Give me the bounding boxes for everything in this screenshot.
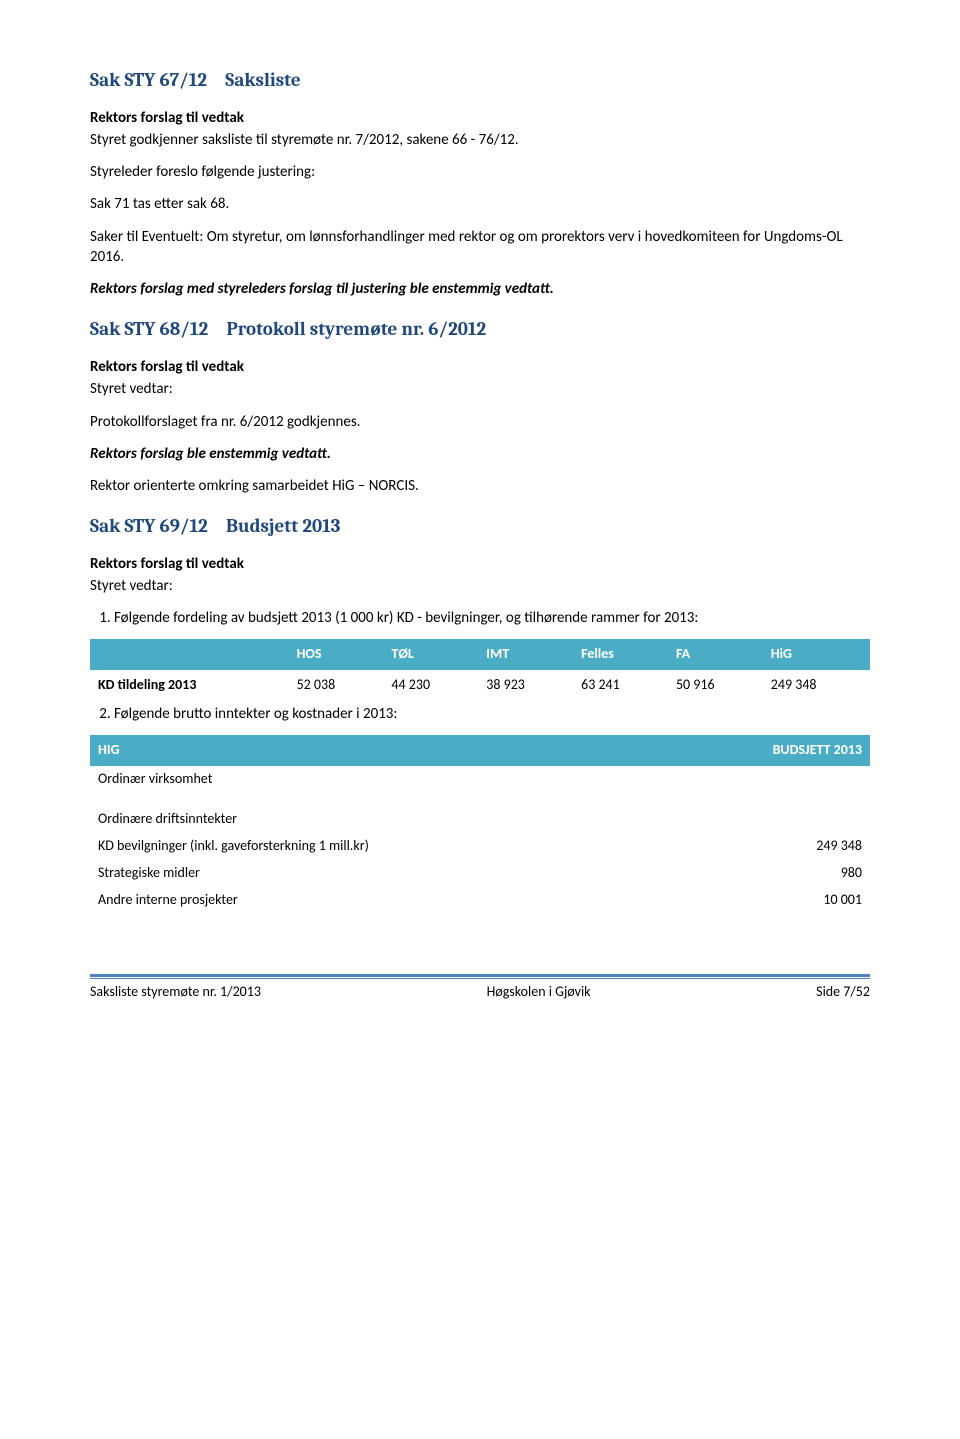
col-header: HIG	[90, 735, 652, 766]
ordered-list: Følgende fordeling av budsjett 2013 (1 0…	[90, 608, 870, 628]
cell	[90, 792, 652, 806]
cell: Andre interne prosjekter	[90, 887, 652, 914]
col-header: Felles	[573, 639, 668, 670]
footer-rule-thick	[90, 974, 870, 977]
page-footer: Saksliste styremøte nr. 1/2013 Høgskolen…	[90, 974, 870, 1002]
cell: 980	[652, 860, 870, 887]
cell: Strategiske midler	[90, 860, 652, 887]
cell: Ordinær virksomhet	[90, 766, 652, 793]
paragraph: Rektors forslag til vedtak	[90, 357, 870, 377]
section-title: Saksliste	[225, 69, 300, 91]
footer-left: Saksliste styremøte nr. 1/2013	[90, 983, 261, 1002]
table-row: Ordinær virksomhet	[90, 766, 870, 793]
cell: 44 230	[383, 670, 478, 701]
col-header: FA	[668, 639, 763, 670]
table-header-row: HOS TØL IMT Felles FA HiG	[90, 639, 870, 670]
section-number: Sak STY 68/12	[90, 318, 208, 340]
table-row-blank	[90, 792, 870, 806]
hig-budget-table: HIG BUDSJETT 2013 Ordinær virksomhet Ord…	[90, 735, 870, 914]
cell	[652, 792, 870, 806]
budget-allocation-table: HOS TØL IMT Felles FA HiG KD tildeling 2…	[90, 639, 870, 701]
row-label: KD tildeling 2013	[90, 670, 289, 701]
cell: KD bevilgninger (inkl. gaveforsterkning …	[90, 833, 652, 860]
footer-text-row: Saksliste styremøte nr. 1/2013 Høgskolen…	[90, 983, 870, 1002]
section-number: Sak STY 69/12	[90, 515, 208, 537]
paragraph: Styret vedtar:	[90, 576, 870, 596]
list-item: Følgende brutto inntekter og kostnader i…	[114, 704, 870, 724]
cell: Ordinære driftsinntekter	[90, 806, 652, 833]
table-row: Strategiske midler 980	[90, 860, 870, 887]
col-header	[90, 639, 289, 670]
paragraph: Rektors forslag til vedtak	[90, 554, 870, 574]
footer-right: Side 7/52	[816, 983, 870, 1002]
cell: 10 001	[652, 887, 870, 914]
col-header: TØL	[383, 639, 478, 670]
cell: 249 348	[763, 670, 870, 701]
cell: 50 916	[668, 670, 763, 701]
table-row: Ordinære driftsinntekter	[90, 806, 870, 833]
paragraph: Styreleder foreslo følgende justering:	[90, 162, 870, 182]
paragraph: Rektor orienterte omkring samarbeidet Hi…	[90, 476, 870, 496]
cell: 249 348	[652, 833, 870, 860]
footer-center: Høgskolen i Gjøvik	[487, 983, 591, 1002]
paragraph: Saker til Eventuelt: Om styretur, om løn…	[90, 227, 870, 268]
list-item: Følgende fordeling av budsjett 2013 (1 0…	[114, 608, 870, 628]
col-header: BUDSJETT 2013	[652, 735, 870, 766]
table-header-row: HIG BUDSJETT 2013	[90, 735, 870, 766]
paragraph: Rektors forslag til vedtak	[90, 108, 870, 128]
table-row: Andre interne prosjekter 10 001	[90, 887, 870, 914]
section-heading-69: Sak STY 69/12 Budsjett 2013	[90, 514, 870, 540]
section-title: Protokoll styremøte nr. 6/2012	[226, 318, 486, 340]
cell: 63 241	[573, 670, 668, 701]
section-number: Sak STY 67/12	[90, 69, 207, 91]
section-title: Budsjett 2013	[226, 515, 340, 537]
table-row: KD tildeling 2013 52 038 44 230 38 923 6…	[90, 670, 870, 701]
section-heading-68: Sak STY 68/12 Protokoll styremøte nr. 6/…	[90, 317, 870, 343]
col-header: IMT	[478, 639, 573, 670]
cell: 38 923	[478, 670, 573, 701]
table-row: KD bevilgninger (inkl. gaveforsterkning …	[90, 833, 870, 860]
paragraph: Rektors forslag ble enstemmig vedtatt.	[90, 444, 870, 464]
paragraph: Styret godkjenner saksliste til styremøt…	[90, 130, 870, 150]
ordered-list: Følgende brutto inntekter og kostnader i…	[90, 704, 870, 724]
paragraph: Styret vedtar:	[90, 379, 870, 399]
col-header: HOS	[289, 639, 384, 670]
col-header: HiG	[763, 639, 870, 670]
paragraph: Protokollforslaget fra nr. 6/2012 godkje…	[90, 412, 870, 432]
cell	[652, 806, 870, 833]
cell: 52 038	[289, 670, 384, 701]
section-heading-67: Sak STY 67/12 Saksliste	[90, 68, 870, 94]
paragraph: Sak 71 tas etter sak 68.	[90, 194, 870, 214]
cell	[652, 766, 870, 793]
paragraph: Rektors forslag med styreleders forslag …	[90, 279, 870, 299]
footer-rule-thin	[90, 978, 870, 979]
